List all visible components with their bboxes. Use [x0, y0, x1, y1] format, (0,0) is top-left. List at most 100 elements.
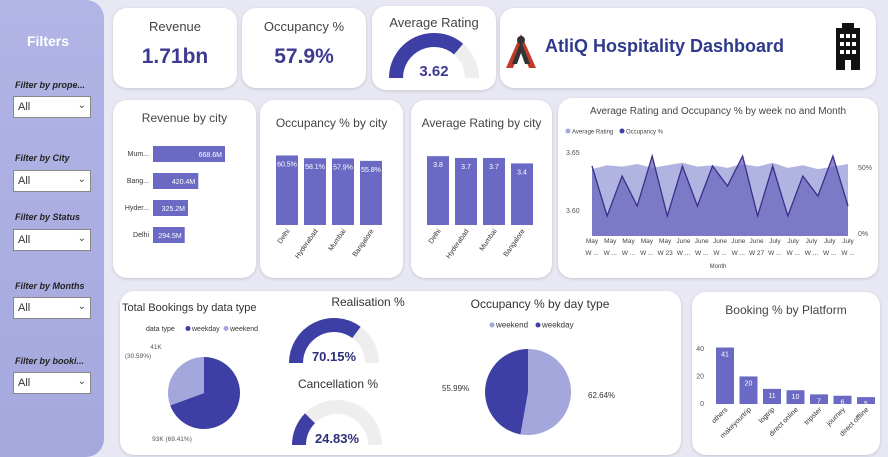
x-week-label: W ...	[823, 250, 837, 257]
weekend-pct-label: (30.59%)	[125, 353, 151, 360]
platform-y-tick: 40	[696, 346, 704, 353]
x-month-label: July	[787, 238, 799, 245]
x-week-label: W ...	[695, 250, 709, 257]
revenue-value: 1.71bn	[141, 45, 209, 68]
chevron-down-icon: ⌄	[77, 174, 86, 185]
x-month-label: June	[676, 238, 690, 245]
bookings-pie-chart: data type weekday weekend 41K (30.59%) 93K (6…	[125, 326, 258, 443]
x-week-label: W ...	[805, 250, 819, 257]
occupancy-bar-label: 58.1%	[305, 164, 325, 171]
platform-bar-label: 20	[745, 380, 753, 387]
platform-title: Booking % by Platform	[725, 303, 847, 317]
filter-status-select[interactable]: All ⌄	[13, 229, 91, 251]
rating-by-city-chart: 3.8 Delhi 3.7 Hyderabad 3.7 Mumbai 3.4 Bangalor…	[427, 156, 533, 260]
occupancy-bar	[332, 158, 354, 225]
legend-weekday-marker	[185, 326, 191, 331]
revenue-city-label: Mum...	[128, 151, 149, 158]
platform-bar-label: 41	[721, 352, 729, 359]
revenue-bar-label: 325.2M	[162, 206, 186, 213]
rating-gauge: 3.62	[389, 33, 479, 80]
revenue-bar	[153, 200, 189, 216]
occupancy-card: Occupancy % 57.9%	[242, 8, 366, 88]
bookings-legend-title: data type	[146, 326, 175, 333]
platform-bar	[763, 388, 781, 404]
filter-booking-value: All	[18, 377, 31, 389]
revenue-card: Revenue 1.71bn	[113, 8, 237, 88]
platform-bar	[810, 394, 828, 404]
weekend-slice	[520, 349, 572, 435]
revenue-by-city-card: Revenue by city Mum... 668.6M Bang... 420.4…	[113, 100, 256, 278]
platform-bar	[716, 347, 734, 404]
filter-months-label: Filter by Months	[15, 281, 85, 291]
chevron-down-icon: ⌄	[77, 376, 86, 387]
bookings-section-card: Total Bookings by data type data type wee…	[120, 291, 681, 455]
y-right-tick: 50%	[858, 165, 872, 172]
weekday-slice	[485, 349, 528, 435]
occupancy-value: 57.9%	[274, 45, 334, 68]
x-month-label: July	[842, 238, 854, 245]
rating-city-label: Delhi	[428, 228, 443, 245]
occupancy-by-city-title: Occupancy % by city	[275, 116, 388, 130]
filters-sidebar: Filters Filter by prope... All ⌄ Filter b…	[0, 0, 104, 457]
filter-city-value: All	[18, 175, 31, 187]
rating-title: Average Rating	[389, 15, 479, 30]
platform-bar-label: 10	[792, 394, 800, 401]
cancellation-value: 24.83%	[315, 431, 360, 446]
platform-chart: 4020041others20makeyourtrip11logtrip10di…	[696, 346, 875, 440]
filter-months-select[interactable]: All ⌄	[13, 297, 91, 319]
realisation-value: 70.15%	[312, 349, 357, 364]
revenue-bar-label: 294.5M	[158, 233, 182, 240]
platform-card: Booking % by Platform 40 20 0 41 others 20 mak…	[692, 292, 880, 455]
filter-city-label: Filter by City	[15, 153, 70, 163]
legend-weekday-label: weekday	[541, 321, 574, 330]
x-month-label: May	[586, 238, 599, 245]
filter-property-select[interactable]: All ⌄	[13, 96, 91, 118]
rating-bar-label: 3.8	[433, 162, 443, 169]
cancellation-fill	[292, 413, 316, 446]
rating-line	[591, 153, 849, 219]
revenue-city-label: Hyder...	[125, 205, 149, 212]
occupancy-city-label: Mumbai	[328, 228, 348, 253]
legend-rating-marker	[565, 128, 571, 134]
legend-weekend-label: weekend	[495, 321, 528, 330]
x-month-label: July	[824, 238, 836, 245]
chevron-down-icon: ⌄	[77, 301, 86, 312]
realisation-title: Realisation %	[331, 295, 405, 309]
rating-card: Average Rating 3.62	[372, 6, 496, 90]
platform-bar	[739, 376, 758, 404]
legend-weekday-marker	[535, 322, 541, 328]
revenue-bar-label: 668.6M	[199, 152, 223, 159]
y-left-tick: 3.60	[566, 208, 580, 215]
x-month-label: May	[604, 238, 617, 245]
platform-y-tick: 20	[696, 373, 704, 380]
occupancy-bar-label: 55.8%	[361, 167, 381, 174]
platform-category-label: logtrip	[758, 406, 777, 425]
occupancy-title: Occupancy %	[263, 19, 345, 34]
platform-bar	[833, 395, 852, 404]
x-week-label: W ...	[604, 250, 618, 257]
rating-by-city-title: Average Rating by city	[421, 116, 542, 130]
rating-city-label: Bangalore	[503, 228, 527, 258]
rating-bar	[427, 156, 449, 225]
x-month-label: June	[695, 238, 709, 245]
occupancy-bar	[304, 158, 326, 225]
daytype-title: Occupancy % by day type	[470, 297, 610, 311]
filter-booking-select[interactable]: All ⌄	[13, 372, 91, 394]
occupancy-city-label: Hyderabad	[294, 228, 319, 260]
x-week-label: W ...	[713, 250, 727, 257]
rating-bar	[511, 163, 533, 225]
occupancy-bar-label: 60.5%	[277, 161, 297, 168]
weekday-slice	[170, 357, 241, 429]
filter-status-value: All	[18, 234, 31, 246]
x-month-label: June	[731, 238, 745, 245]
filter-property-label: Filter by prope...	[15, 80, 86, 90]
rating-bar	[455, 157, 477, 225]
weekly-chart-title: Average Rating and Occupancy % by week n…	[589, 106, 847, 117]
weekday-pct-label: 55.99%	[442, 384, 469, 393]
y-right-tick: 0%	[858, 231, 868, 238]
filter-property-value: All	[18, 101, 31, 113]
x-week-label: W ...	[841, 250, 855, 257]
filter-city-select[interactable]: All ⌄	[13, 170, 91, 192]
legend-rating-label: Average Rating	[572, 130, 613, 136]
revenue-by-city-chart: Mum... 668.6M Bang... 420.4M Hyder... 325.2M D…	[125, 146, 225, 243]
